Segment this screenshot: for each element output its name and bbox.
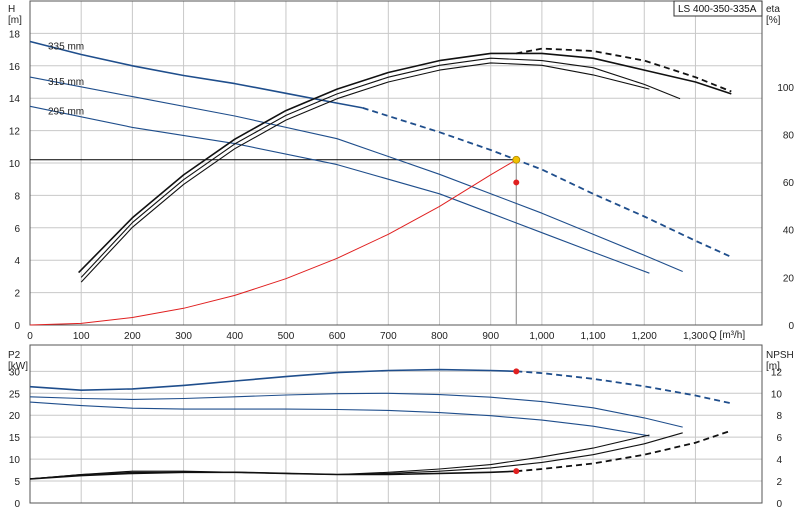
top-series-h-2 (29, 105, 650, 274)
frame-layer (29, 0, 763, 504)
top-series-h-1 (29, 76, 683, 273)
top-left-tick-label: 2 (14, 289, 20, 300)
bottom-right-tick-label: 8 (776, 411, 782, 422)
bottom-left-tick-label: 10 (9, 455, 21, 466)
curve-label-1: 315 mm (48, 77, 84, 88)
series-layer (29, 40, 732, 480)
top-series-h-0 (29, 40, 363, 109)
x-tick-label: 1,100 (581, 331, 606, 342)
top-left-tick-label: 10 (9, 159, 21, 170)
top-left-tick-label: 0 (14, 321, 20, 332)
top-left-axis-unit: [m] (8, 15, 22, 26)
x-tick-label: 500 (278, 331, 295, 342)
bottom-right-tick-label: 10 (771, 389, 783, 400)
bottom-right-axis-label: NPSH (766, 350, 794, 361)
x-tick-label: 1,000 (529, 331, 554, 342)
top-left-tick-label: 8 (14, 191, 20, 202)
x-tick-label: 300 (175, 331, 192, 342)
top-left-tick-label: 18 (9, 29, 21, 40)
bottom-left-axis-unit: [kW] (8, 361, 28, 372)
marker-layer (512, 155, 521, 475)
top-series-extension-0 (362, 107, 732, 258)
bottom-left-axis-label: P2 (8, 350, 21, 361)
top-plot-frame (29, 0, 763, 326)
x-tick-label: 700 (380, 331, 397, 342)
bottom-series-p2-1 (29, 392, 683, 428)
x-tick-label: 600 (329, 331, 346, 342)
curve-label-0: 335 mm (48, 42, 84, 53)
x-tick-label: 100 (73, 331, 90, 342)
bottom-left-tick-label: 25 (9, 389, 21, 400)
top-series-extension-3 (516, 47, 732, 93)
bottom-series-npsh-3 (29, 470, 517, 480)
top-series-eta-5 (80, 62, 650, 283)
npsh-marker (513, 468, 520, 475)
top-series-eta-4 (80, 57, 681, 278)
power-marker (513, 368, 520, 375)
top-right-tick-label: 100 (777, 83, 794, 94)
top-right-tick-label: 60 (783, 178, 795, 189)
x-tick-label: 1,200 (632, 331, 657, 342)
model-label: LS 400-350-335A (678, 4, 757, 15)
top-series-eta-3 (78, 52, 732, 274)
bottom-plot-frame (29, 344, 763, 504)
bottom-left-tick-label: 20 (9, 411, 21, 422)
x-tick-label: 800 (431, 331, 448, 342)
top-right-axis-unit: [%] (766, 15, 781, 26)
bottom-series-p2-2 (29, 401, 650, 437)
bottom-right-tick-label: 12 (771, 367, 783, 378)
bottom-left-tick-label: 15 (9, 433, 21, 444)
top-left-tick-label: 14 (9, 94, 21, 105)
top-left-axis-label: H (8, 4, 15, 15)
x-tick-label: 900 (482, 331, 499, 342)
bottom-left-tick-label: 5 (14, 477, 20, 488)
top-left-tick-label: 6 (14, 224, 20, 235)
top-right-tick-label: 20 (783, 273, 795, 284)
x-tick-label: 0 (27, 331, 33, 342)
bottom-right-axis-unit: [m] (766, 361, 780, 372)
bottom-left-tick-label: 0 (14, 499, 20, 510)
curve-label-2: 295 mm (48, 106, 84, 117)
bottom-series-extension-0 (516, 370, 732, 405)
bottom-series-extension-3 (516, 429, 732, 473)
top-right-tick-label: 40 (783, 226, 795, 237)
top-series-h-6 (29, 159, 517, 326)
top-left-tick-label: 4 (14, 256, 20, 267)
efficiency-marker (513, 179, 520, 186)
model-label-box (673, 0, 763, 17)
x-tick-label: 200 (124, 331, 141, 342)
bottom-right-tick-label: 0 (776, 499, 782, 510)
x-tick-label: 1,300 (683, 331, 708, 342)
bottom-left-tick-label: 30 (9, 367, 21, 378)
top-left-tick-label: 16 (9, 62, 21, 73)
bottom-series-npsh-5 (29, 434, 650, 480)
top-right-axis-label: eta (766, 4, 780, 15)
bottom-right-tick-label: 2 (776, 477, 782, 488)
top-right-tick-label: 0 (788, 321, 794, 332)
text-layer: H [m] eta [%] Q [m³/h] P2 [kW] NPSH [m] … (8, 0, 795, 510)
grid-layer (30, 1, 762, 503)
bottom-right-tick-label: 6 (776, 433, 782, 444)
top-left-tick-label: 12 (9, 127, 21, 138)
top-right-tick-label: 80 (783, 130, 795, 141)
x-tick-label: 400 (226, 331, 243, 342)
bottom-series-p2-0 (29, 368, 517, 391)
bottom-right-tick-label: 4 (776, 455, 782, 466)
x-axis-label: Q [m³/h] (709, 330, 745, 341)
duty-point-marker (512, 155, 521, 164)
